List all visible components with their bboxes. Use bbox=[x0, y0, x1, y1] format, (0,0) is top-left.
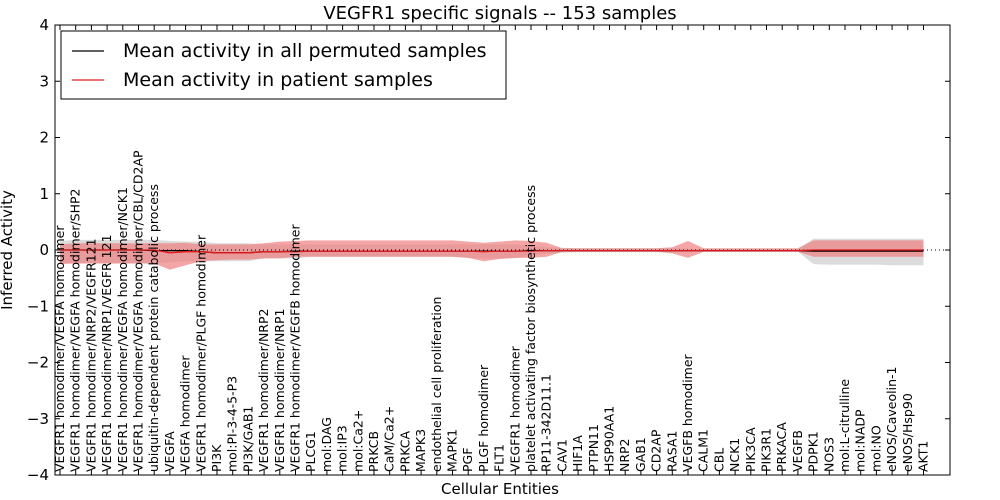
entity-label: platelet activating factor biosynthetic … bbox=[523, 185, 538, 472]
entity-label: PRKACA bbox=[774, 422, 789, 472]
entity-label: VEGFR1 homodimer bbox=[507, 345, 522, 472]
entity-label: PIK3CA bbox=[743, 427, 758, 472]
y-tick-label: −2 bbox=[27, 354, 49, 372]
entity-label: PGF bbox=[460, 448, 475, 472]
entity-label: PRKCA bbox=[397, 431, 412, 472]
entity-label: mol:NO bbox=[868, 425, 883, 472]
entity-label: PLCG1 bbox=[303, 431, 318, 472]
y-tick-label: 2 bbox=[39, 129, 49, 147]
x-axis-label: Cellular Entities bbox=[441, 480, 559, 498]
legend-label-permuted: Mean activity in all permuted samples bbox=[123, 40, 486, 62]
entity-label: eNOS/Hsp90 bbox=[900, 393, 915, 472]
entity-label: mol:DAG bbox=[319, 417, 334, 472]
entity-label: VEGFR1 homodimer/NRP2 bbox=[256, 309, 271, 472]
entity-label: mol:NADP bbox=[853, 409, 868, 472]
entity-label: PDPK1 bbox=[806, 431, 821, 472]
entity-label: NOS3 bbox=[821, 437, 836, 472]
entity-label: CaM/Ca2+ bbox=[382, 406, 397, 472]
entity-label: RP11-342D11.1 bbox=[539, 374, 554, 472]
entity-label: VEGFR1 homodimer/VEGFA homodimer/CBL/CD2… bbox=[131, 150, 146, 472]
entity-label: VEGFR1 homodimer/VEGFA homodimer/NCK1 bbox=[115, 187, 130, 472]
entity-label: mol:IP3 bbox=[335, 425, 350, 472]
entity-label: VEGFR1 homodimer/VEGFB homodimer bbox=[288, 224, 303, 472]
entity-label: eNOS/Caveolin-1 bbox=[884, 367, 899, 472]
x-axis-ticks bbox=[59, 25, 924, 475]
entity-label: VEGFA bbox=[162, 431, 177, 472]
entity-label: VEGFR1 homodimer/NRP2/VEGFR121 bbox=[83, 238, 98, 472]
entity-label: CALM1 bbox=[696, 429, 711, 472]
entity-label: AKT1 bbox=[916, 441, 931, 472]
entity-label: CBL bbox=[711, 448, 726, 472]
legend: Mean activity in all permuted samples Me… bbox=[60, 30, 507, 100]
entity-label: VEGFR1 homodimer/VEGFA homodimer/SHP2 bbox=[68, 188, 83, 472]
entity-label: CD2AP bbox=[649, 429, 664, 472]
entity-label: PI3K/GAB1 bbox=[240, 406, 255, 472]
entity-label: HIF1A bbox=[570, 435, 585, 472]
entity-label: CAV1 bbox=[554, 439, 569, 472]
entity-labels: VEGFR1 homodimer/VEGFA homodimer VEGFR1 h… bbox=[52, 150, 931, 472]
entity-label: NCK1 bbox=[727, 438, 742, 472]
entity-label: MAPK1 bbox=[445, 429, 460, 472]
series-line-patient bbox=[60, 249, 924, 254]
entity-label: VEGFA homodimer bbox=[178, 355, 193, 472]
y-tick-label: −1 bbox=[27, 297, 49, 315]
entity-label: VEGFR1 homodimer/NRP1/VEGFR 121 bbox=[99, 234, 114, 472]
entity-label: HSP90AA1 bbox=[602, 406, 617, 472]
entity-label: endothelial cell proliferation bbox=[429, 297, 444, 472]
entity-label: VEGFR1 homodimer/VEGFA homodimer bbox=[52, 225, 67, 472]
confidence-bands bbox=[60, 238, 924, 270]
y-tick-label: 3 bbox=[39, 72, 49, 90]
y-tick-label: 0 bbox=[39, 241, 49, 259]
band-patient bbox=[60, 240, 924, 270]
entity-label: MAPK3 bbox=[413, 429, 428, 472]
entity-label: mol:L-citrulline bbox=[837, 379, 852, 472]
legend-box bbox=[60, 30, 507, 100]
entity-label: VEGFB bbox=[790, 430, 805, 472]
series-lines bbox=[60, 249, 924, 254]
entity-label: PTPN11 bbox=[586, 424, 601, 472]
entity-label: VEGFR1 homodimer/PLGF homodimer bbox=[193, 234, 208, 472]
entity-label: VEGFR1 homodimer/NRP1 bbox=[272, 309, 287, 472]
y-axis-label: Inferred Activity bbox=[0, 190, 16, 310]
entity-label: RASA1 bbox=[664, 431, 679, 472]
entity-label: PRKCB bbox=[366, 431, 381, 472]
entity-label: NRP2 bbox=[617, 438, 632, 472]
entity-label: ubiquitin-dependent protein catabolic pr… bbox=[146, 184, 161, 472]
entity-label: PLGF homodimer bbox=[476, 364, 491, 472]
legend-label-patient: Mean activity in patient samples bbox=[123, 69, 433, 91]
entity-label: mol:PI-3-4-5-P3 bbox=[225, 376, 240, 472]
entity-label: PI3K bbox=[209, 444, 224, 472]
entity-label: mol:Ca2+ bbox=[350, 410, 365, 472]
entity-label: PIK3R1 bbox=[759, 428, 774, 472]
entity-label: GAB1 bbox=[633, 437, 648, 472]
y-tick-label: −4 bbox=[27, 466, 49, 484]
entity-label: VEGFB homodimer bbox=[680, 353, 695, 472]
y-tick-label: 4 bbox=[39, 16, 49, 34]
y-axis-ticks: −4 −3 −2 −1 0 1 2 3 4 bbox=[27, 16, 950, 484]
y-tick-label: 1 bbox=[39, 185, 49, 203]
chart-title: VEGFR1 specific signals -- 153 samples bbox=[323, 3, 676, 24]
entity-label: FLT1 bbox=[492, 444, 507, 472]
y-tick-label: −3 bbox=[27, 410, 49, 428]
